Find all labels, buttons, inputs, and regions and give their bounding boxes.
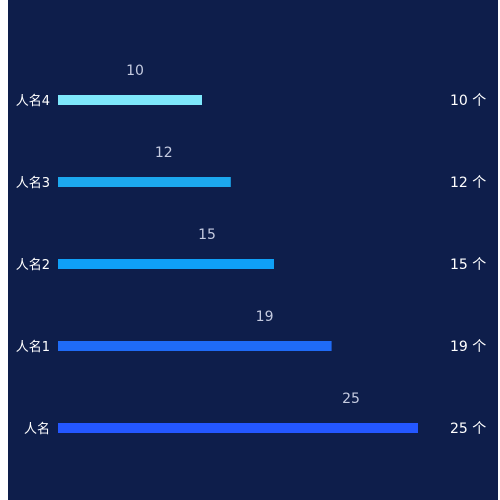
right-value-label: 15 个 [450,257,486,273]
right-value-label: 12 个 [450,175,486,191]
data-label: 15 [198,227,216,243]
data-label: 25 [342,391,360,407]
right-value-label: 19 个 [450,339,486,355]
bar[interactable] [58,259,274,269]
chart-panel: 人名4 10 10 个人名3 12 12 个人名2 15 15 个人名1 19 19 个人名 25… [8,0,498,500]
bar[interactable] [58,95,202,105]
category-label: 人名 [24,421,50,437]
bar[interactable] [58,423,418,433]
data-label: 19 [256,309,274,325]
bar[interactable] [58,341,332,351]
category-label: 人名4 [16,93,50,109]
data-label: 10 [126,63,144,79]
data-label: 12 [155,145,173,161]
category-label: 人名1 [16,339,50,355]
right-value-label: 10 个 [450,93,486,109]
category-label: 人名3 [16,175,50,191]
right-value-label: 25 个 [450,421,486,437]
category-label: 人名2 [16,257,50,273]
bar[interactable] [58,177,231,187]
